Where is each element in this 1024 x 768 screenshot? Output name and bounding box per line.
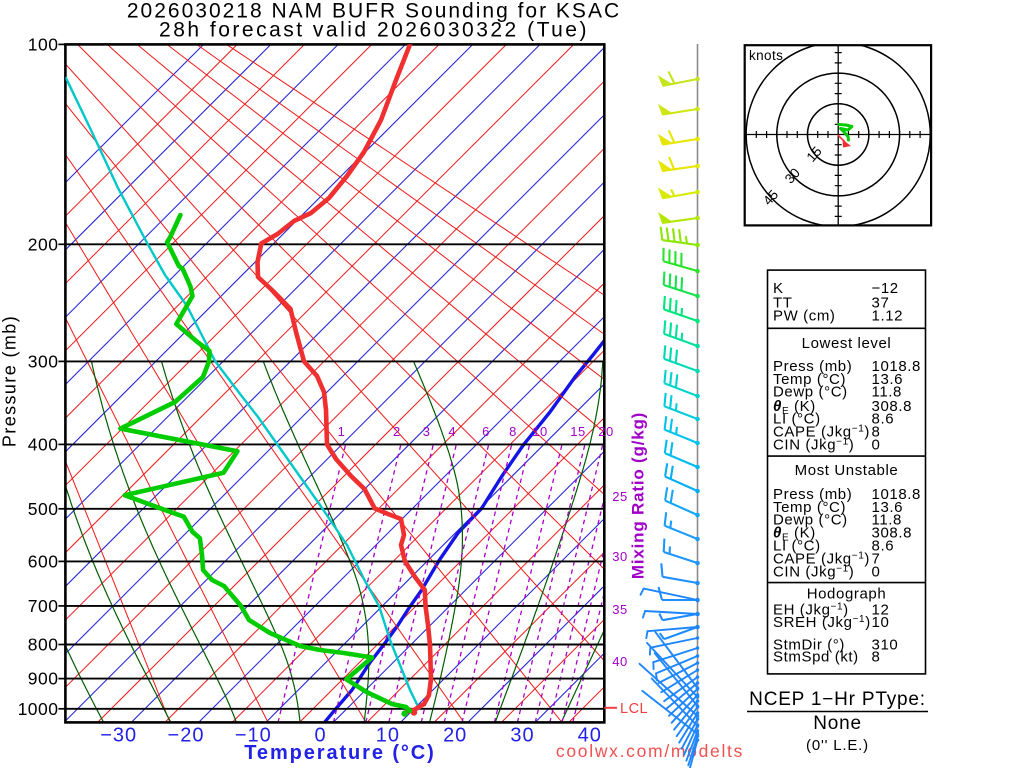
- svg-text:11.8: 11.8: [872, 384, 902, 401]
- svg-text:1: 1: [338, 424, 346, 439]
- svg-text:13.6: 13.6: [872, 371, 904, 388]
- svg-text:200: 200: [28, 234, 59, 254]
- svg-text:8.6: 8.6: [872, 411, 895, 428]
- svg-text:Temp (°C): Temp (°C): [773, 371, 846, 388]
- svg-text:0: 0: [872, 437, 881, 454]
- svg-text:EH (Jkg−1): EH (Jkg−1): [773, 602, 849, 619]
- svg-text:−30: −30: [100, 725, 137, 747]
- svg-text:Dewp (°C): Dewp (°C): [773, 512, 848, 529]
- svg-text:Most Unstable: Most Unstable: [795, 462, 899, 479]
- svg-text:308.8: 308.8: [872, 398, 913, 415]
- svg-text:45: 45: [760, 187, 781, 208]
- svg-text:20: 20: [443, 725, 467, 747]
- svg-text:0: 0: [872, 564, 881, 581]
- svg-text:8: 8: [872, 649, 881, 666]
- svg-text:TT: TT: [773, 295, 793, 312]
- svg-text:8: 8: [509, 424, 517, 439]
- svg-text:K: K: [773, 280, 784, 297]
- svg-text:15: 15: [570, 424, 585, 439]
- svg-text:900: 900: [28, 669, 59, 689]
- svg-text:SREH (Jkg−1): SREH (Jkg−1): [773, 614, 871, 631]
- svg-text:25: 25: [612, 489, 627, 504]
- svg-text:15: 15: [804, 144, 825, 165]
- svg-text:40: 40: [612, 654, 627, 669]
- svg-text:StmSpd (kt): StmSpd (kt): [773, 649, 859, 666]
- svg-text:20: 20: [598, 424, 613, 439]
- svg-text:30: 30: [782, 165, 803, 186]
- svg-text:12: 12: [872, 602, 890, 619]
- svg-text:10: 10: [376, 725, 400, 747]
- svg-text:1018.8: 1018.8: [872, 358, 921, 375]
- svg-text:10: 10: [872, 614, 890, 631]
- svg-text:(0'' L.E.): (0'' L.E.): [806, 737, 869, 754]
- svg-text:37: 37: [872, 295, 890, 312]
- svg-text:2: 2: [393, 424, 401, 439]
- svg-text:30: 30: [510, 725, 534, 747]
- svg-text:40: 40: [578, 725, 602, 747]
- svg-text:7: 7: [872, 551, 881, 568]
- svg-text:400: 400: [28, 434, 59, 454]
- svg-text:knots: knots: [749, 48, 783, 63]
- svg-text:−20: −20: [168, 725, 205, 747]
- svg-text:4: 4: [448, 424, 456, 439]
- svg-text:−10: −10: [235, 725, 272, 747]
- svg-text:8.6: 8.6: [872, 538, 895, 555]
- svg-text:CIN (Jkg−1): CIN (Jkg−1): [773, 564, 854, 581]
- svg-text:LI (°C): LI (°C): [773, 538, 821, 555]
- svg-text:1018.8: 1018.8: [872, 486, 921, 503]
- svg-text:308.8: 308.8: [872, 525, 913, 542]
- svg-text:Dewp (°C): Dewp (°C): [773, 384, 848, 401]
- svg-text:10: 10: [532, 424, 547, 439]
- svg-text:None: None: [813, 713, 862, 734]
- svg-text:Hodograph: Hodograph: [807, 586, 887, 603]
- svg-text:1000: 1000: [18, 699, 59, 719]
- svg-text:LCL: LCL: [620, 701, 648, 717]
- svg-text:PW (cm): PW (cm): [773, 308, 836, 325]
- svg-text:13.6: 13.6: [872, 499, 904, 516]
- svg-text:300: 300: [28, 351, 59, 371]
- svg-text:coolwx.com/modelts: coolwx.com/modelts: [556, 741, 744, 761]
- svg-text:Press (mb): Press (mb): [773, 486, 852, 503]
- svg-text:Lowest level: Lowest level: [802, 335, 892, 352]
- svg-text:θE (K): θE (K): [773, 525, 816, 544]
- svg-text:11.8: 11.8: [872, 512, 902, 529]
- svg-text:LI (°C): LI (°C): [773, 411, 821, 428]
- svg-text:Mixing Ratio (g/kg): Mixing Ratio (g/kg): [629, 412, 648, 579]
- svg-text:1.12: 1.12: [872, 308, 904, 325]
- svg-text:−12: −12: [872, 280, 899, 297]
- svg-text:3: 3: [423, 424, 431, 439]
- svg-text:CAPE (Jkg−1): CAPE (Jkg−1): [773, 424, 870, 441]
- svg-text:500: 500: [28, 499, 59, 519]
- svg-text:θE (K): θE (K): [773, 398, 816, 417]
- svg-text:Temperature (°C): Temperature (°C): [244, 742, 435, 764]
- svg-text:0: 0: [315, 725, 327, 747]
- svg-text:Temp (°C): Temp (°C): [773, 499, 846, 516]
- svg-text:700: 700: [28, 596, 59, 616]
- svg-text:StmDir (°): StmDir (°): [773, 637, 845, 654]
- svg-text:100: 100: [28, 34, 59, 54]
- svg-text:6: 6: [482, 424, 490, 439]
- svg-text:30: 30: [612, 549, 627, 564]
- svg-text:Press (mb): Press (mb): [773, 358, 852, 375]
- svg-text:Pressure (mb): Pressure (mb): [0, 315, 20, 447]
- svg-text:8: 8: [872, 424, 881, 441]
- svg-text:35: 35: [612, 602, 627, 617]
- svg-text:600: 600: [28, 551, 59, 571]
- svg-text:28h forecast valid 2026030322: 28h forecast valid 2026030322 (Tue): [159, 19, 589, 42]
- svg-text:2026030218 NAM BUFR Sounding f: 2026030218 NAM BUFR Sounding for KSAC: [127, 0, 621, 23]
- svg-text:800: 800: [28, 635, 59, 655]
- svg-text:CIN (Jkg−1): CIN (Jkg−1): [773, 437, 854, 454]
- svg-text:CAPE (Jkg−1): CAPE (Jkg−1): [773, 551, 870, 568]
- svg-text:310: 310: [872, 637, 899, 654]
- svg-text:NCEP 1−Hr PType:: NCEP 1−Hr PType:: [749, 689, 926, 710]
